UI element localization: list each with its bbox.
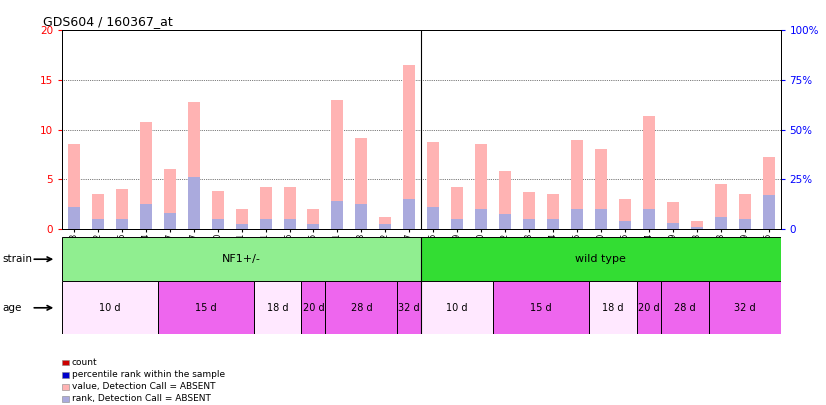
Bar: [140, 204, 152, 229]
Bar: [691, 227, 703, 229]
Bar: [301, 281, 325, 334]
Bar: [158, 281, 254, 334]
Bar: [211, 191, 224, 229]
Bar: [667, 202, 679, 229]
Text: value, Detection Call = ABSENT: value, Detection Call = ABSENT: [72, 382, 216, 391]
Bar: [475, 145, 487, 229]
Bar: [62, 281, 158, 334]
Text: strain: strain: [2, 254, 32, 264]
Bar: [355, 138, 368, 229]
Bar: [595, 149, 607, 229]
Bar: [331, 201, 344, 229]
Bar: [523, 192, 535, 229]
Bar: [547, 194, 559, 229]
Bar: [421, 281, 493, 334]
Text: GDS604 / 160367_at: GDS604 / 160367_at: [44, 15, 173, 28]
Bar: [738, 219, 751, 229]
Bar: [68, 145, 80, 229]
Bar: [714, 217, 727, 229]
Bar: [188, 177, 200, 229]
Bar: [283, 187, 296, 229]
Bar: [643, 209, 655, 229]
Bar: [62, 237, 421, 281]
Bar: [661, 281, 709, 334]
Text: 18 d: 18 d: [602, 303, 624, 313]
Bar: [421, 237, 781, 281]
Bar: [595, 209, 607, 229]
Bar: [403, 199, 415, 229]
Bar: [116, 189, 128, 229]
Text: 10 d: 10 d: [446, 303, 468, 313]
Bar: [619, 221, 631, 229]
Bar: [235, 209, 248, 229]
Text: 15 d: 15 d: [530, 303, 552, 313]
Bar: [714, 184, 727, 229]
Text: 15 d: 15 d: [195, 303, 216, 313]
Bar: [451, 187, 463, 229]
Bar: [738, 194, 751, 229]
Bar: [355, 204, 368, 229]
Bar: [259, 219, 272, 229]
Text: 28 d: 28 d: [674, 303, 695, 313]
Bar: [325, 281, 397, 334]
Bar: [475, 209, 487, 229]
Bar: [451, 219, 463, 229]
Bar: [762, 195, 775, 229]
Bar: [259, 187, 272, 229]
Text: 10 d: 10 d: [99, 303, 121, 313]
Text: rank, Detection Call = ABSENT: rank, Detection Call = ABSENT: [72, 394, 211, 403]
Bar: [427, 143, 439, 229]
Bar: [116, 219, 128, 229]
Bar: [589, 281, 637, 334]
Bar: [667, 223, 679, 229]
Bar: [379, 217, 392, 229]
Text: wild type: wild type: [576, 254, 626, 264]
Bar: [637, 281, 661, 334]
Bar: [493, 281, 589, 334]
Bar: [164, 213, 176, 229]
Bar: [283, 219, 296, 229]
Bar: [547, 219, 559, 229]
Text: count: count: [72, 358, 97, 367]
Bar: [499, 171, 511, 229]
Bar: [571, 209, 583, 229]
Bar: [397, 281, 421, 334]
Bar: [643, 116, 655, 229]
Text: percentile rank within the sample: percentile rank within the sample: [72, 370, 225, 379]
Bar: [68, 207, 80, 229]
Bar: [254, 281, 301, 334]
Bar: [188, 102, 200, 229]
Text: 20 d: 20 d: [638, 303, 660, 313]
Bar: [523, 219, 535, 229]
Bar: [331, 100, 344, 229]
Bar: [307, 209, 320, 229]
Bar: [427, 207, 439, 229]
Bar: [235, 224, 248, 229]
Bar: [709, 281, 781, 334]
Text: 32 d: 32 d: [733, 303, 756, 313]
Text: NF1+/-: NF1+/-: [222, 254, 261, 264]
Bar: [499, 214, 511, 229]
Text: 32 d: 32 d: [398, 303, 420, 313]
Bar: [211, 219, 224, 229]
Bar: [92, 194, 104, 229]
Text: age: age: [2, 303, 21, 313]
Text: 28 d: 28 d: [350, 303, 373, 313]
Bar: [140, 122, 152, 229]
Bar: [307, 224, 320, 229]
Bar: [571, 139, 583, 229]
Bar: [619, 199, 631, 229]
Text: 20 d: 20 d: [302, 303, 325, 313]
Text: 18 d: 18 d: [267, 303, 288, 313]
Bar: [92, 219, 104, 229]
Bar: [164, 169, 176, 229]
Bar: [379, 224, 392, 229]
Bar: [403, 65, 415, 229]
Bar: [762, 158, 775, 229]
Bar: [691, 221, 703, 229]
